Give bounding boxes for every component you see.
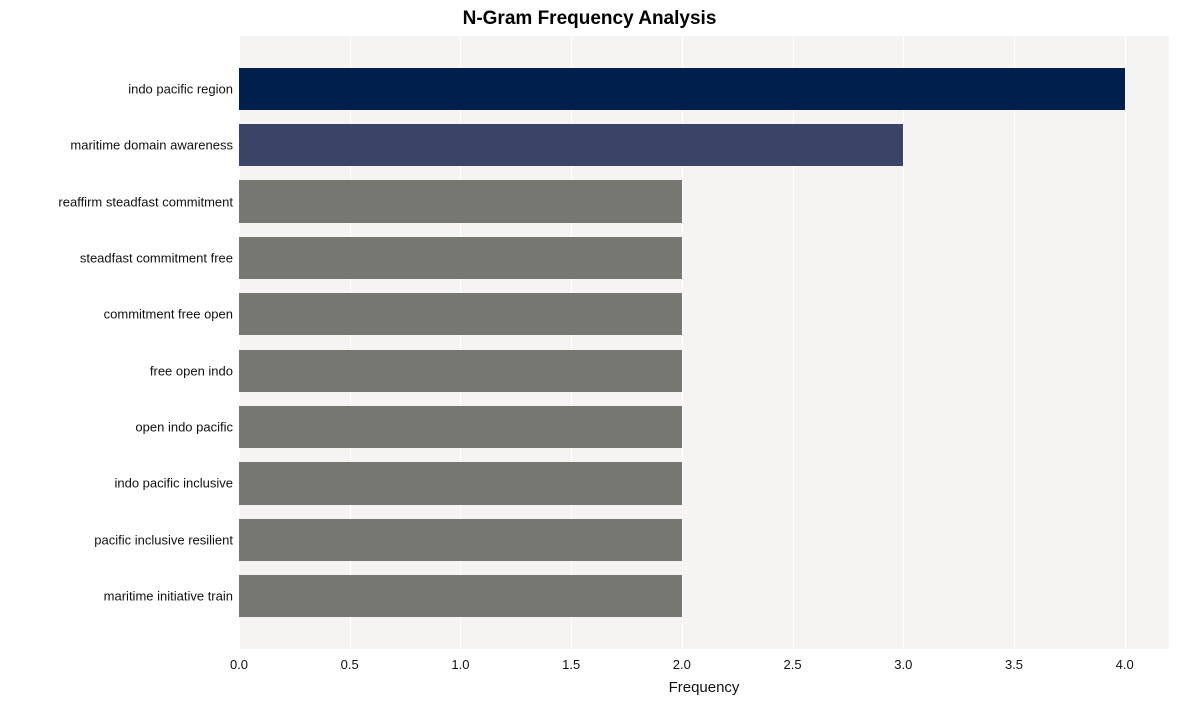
gridline bbox=[903, 36, 904, 649]
bar bbox=[239, 180, 682, 222]
ngram-frequency-chart: N-Gram Frequency Analysis Frequency 0.00… bbox=[0, 0, 1179, 701]
bar bbox=[239, 519, 682, 561]
y-tick-label: free open indo bbox=[150, 363, 233, 378]
chart-title: N-Gram Frequency Analysis bbox=[0, 8, 1179, 30]
x-axis-label: Frequency bbox=[669, 679, 740, 696]
bar bbox=[239, 462, 682, 504]
y-tick-label: indo pacific inclusive bbox=[114, 476, 233, 491]
y-tick-label: commitment free open bbox=[104, 307, 233, 322]
x-tick-label: 0.0 bbox=[230, 657, 248, 672]
x-tick-label: 3.0 bbox=[894, 657, 912, 672]
y-tick-label: steadfast commitment free bbox=[80, 250, 233, 265]
y-tick-label: indo pacific region bbox=[128, 81, 233, 96]
bar bbox=[239, 406, 682, 448]
y-tick-label: open indo pacific bbox=[135, 420, 233, 435]
gridline bbox=[1125, 36, 1126, 649]
y-tick-label: maritime domain awareness bbox=[70, 138, 233, 153]
y-tick-label: pacific inclusive resilient bbox=[94, 532, 233, 547]
bar bbox=[239, 575, 682, 617]
x-tick-label: 3.5 bbox=[1005, 657, 1023, 672]
x-tick-label: 4.0 bbox=[1116, 657, 1134, 672]
x-tick-label: 1.0 bbox=[451, 657, 469, 672]
gridline bbox=[1014, 36, 1015, 649]
bar bbox=[239, 68, 1125, 110]
plot-area: Frequency 0.00.51.01.52.02.53.03.54.0ind… bbox=[239, 36, 1169, 649]
bar bbox=[239, 293, 682, 335]
x-tick-label: 2.0 bbox=[673, 657, 691, 672]
y-tick-label: maritime initiative train bbox=[104, 589, 233, 604]
y-tick-label: reaffirm steadfast commitment bbox=[58, 194, 233, 209]
bar bbox=[239, 350, 682, 392]
x-tick-label: 0.5 bbox=[341, 657, 359, 672]
x-tick-label: 2.5 bbox=[784, 657, 802, 672]
bar bbox=[239, 124, 903, 166]
bar bbox=[239, 237, 682, 279]
x-tick-label: 1.5 bbox=[562, 657, 580, 672]
